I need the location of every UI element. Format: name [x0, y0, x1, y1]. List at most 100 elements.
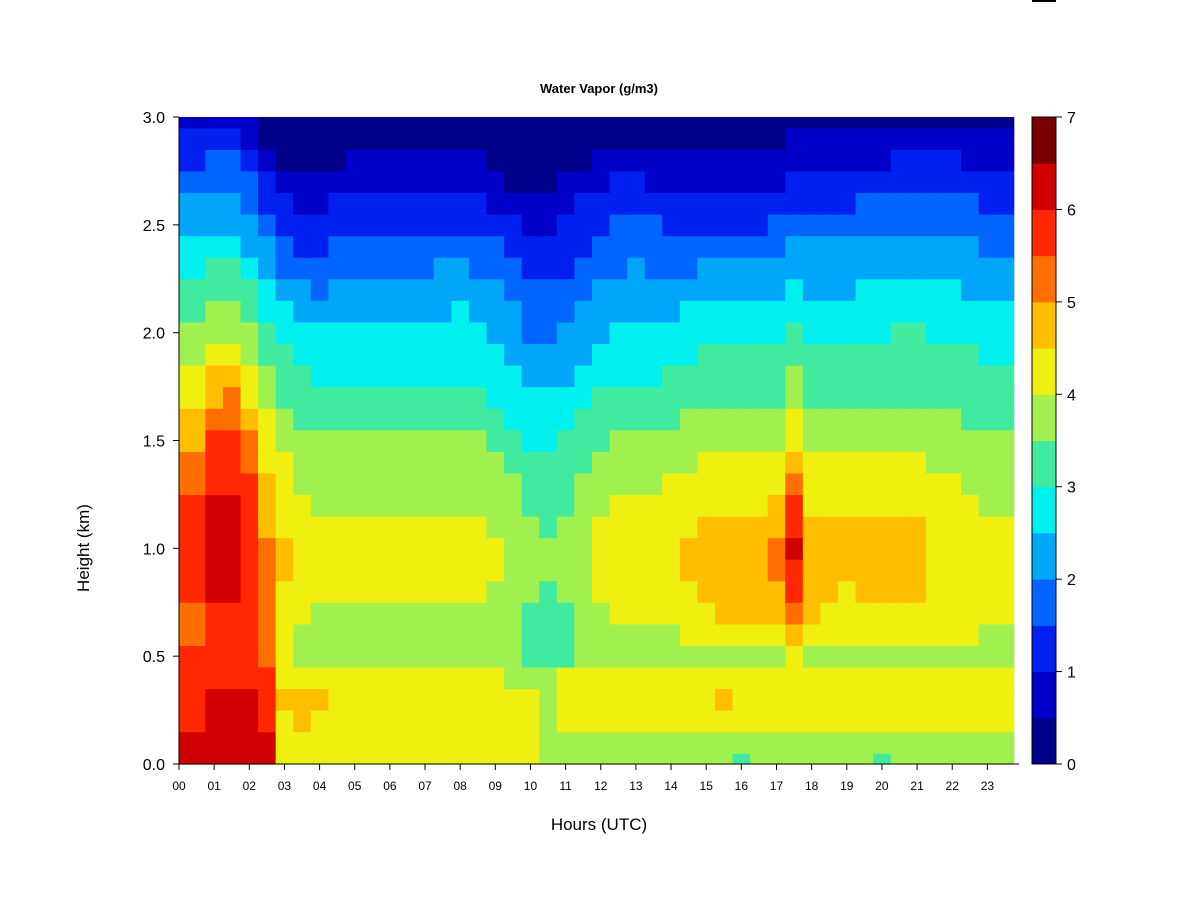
heatmap-cell [996, 472, 1015, 496]
heatmap-cell [275, 386, 294, 409]
heatmap-cell [591, 710, 611, 733]
heatmap-cell [205, 494, 224, 517]
heatmap-cell [504, 451, 523, 474]
heatmap-cell [205, 515, 224, 539]
heatmap-cell [363, 472, 382, 496]
heatmap-cell [978, 688, 997, 711]
heatmap-cell [838, 731, 857, 754]
heatmap-cell [591, 170, 611, 194]
heatmap-cell [627, 149, 646, 172]
heatmap-cell [574, 580, 593, 603]
heatmap-cell [310, 580, 329, 603]
heatmap-cell [750, 602, 769, 625]
heatmap-cell [345, 688, 365, 711]
heatmap-cell [398, 235, 417, 258]
heatmap-cell [644, 645, 663, 668]
colorbar-swatch [1032, 255, 1056, 303]
heatmap-cell [978, 117, 997, 129]
heatmap-cell [486, 127, 505, 150]
heatmap-cell [785, 710, 804, 733]
heatmap-cell [574, 149, 593, 172]
heatmap-cell [785, 537, 804, 560]
heatmap-cell [539, 365, 558, 388]
heatmap-cell [714, 278, 734, 301]
heatmap-cell [943, 117, 962, 129]
heatmap-cell [433, 343, 452, 366]
heatmap-cell [240, 321, 259, 345]
heatmap-cell [574, 408, 593, 431]
heatmap-cell [363, 117, 382, 129]
heatmap-cell [978, 149, 997, 172]
x-tick-label: 18 [805, 779, 819, 793]
heatmap-cell [908, 117, 927, 129]
heatmap-cell [767, 451, 786, 474]
heatmap-cell [258, 666, 277, 690]
heatmap-cell [662, 300, 681, 323]
heatmap-cell [873, 365, 892, 388]
heatmap-cell [627, 731, 646, 754]
heatmap-cell [644, 494, 663, 517]
heatmap-cell [996, 753, 1015, 765]
heatmap-cell [486, 472, 505, 496]
heatmap-cell [609, 710, 628, 733]
heatmap-cell [802, 429, 822, 452]
heatmap-cell [785, 472, 804, 496]
heatmap-cell [275, 580, 294, 603]
heatmap-cell [187, 559, 206, 582]
heatmap-cell [627, 645, 646, 668]
y-tick-label: 0.0 [143, 757, 165, 774]
heatmap-cell [205, 117, 224, 129]
heatmap-cell [644, 580, 663, 603]
heatmap-cell [767, 408, 786, 431]
heatmap-cell [451, 666, 470, 690]
heatmap-cell [627, 494, 646, 517]
heatmap-cell [416, 321, 435, 345]
heatmap-cell [767, 192, 786, 215]
heatmap-cell [925, 386, 945, 409]
heatmap-cell [925, 645, 945, 668]
heatmap-cell [328, 278, 347, 301]
heatmap-cell [996, 602, 1015, 625]
heatmap-cell [486, 559, 505, 582]
heatmap-cell [556, 343, 575, 366]
heatmap-cell [820, 666, 839, 690]
heatmap-cell [187, 623, 206, 646]
heatmap-cell [785, 645, 804, 668]
heatmap-cell [855, 623, 874, 646]
heatmap-cell [310, 386, 329, 409]
heatmap-cell [908, 688, 927, 711]
heatmap-cell [574, 472, 593, 496]
heatmap-cell [802, 214, 822, 237]
heatmap-cell [222, 451, 242, 474]
heatmap-cell [943, 235, 962, 258]
heatmap-cell [908, 515, 927, 539]
heatmap-cell [855, 645, 874, 668]
heatmap-cell [925, 451, 945, 474]
heatmap-cell [820, 472, 839, 496]
heatmap-cell [591, 192, 611, 215]
heatmap-cell [179, 300, 189, 323]
heatmap-cell [258, 731, 277, 754]
colorbar-frame [1031, 116, 1057, 765]
heatmap-cell [381, 645, 400, 668]
heatmap-cell [275, 602, 294, 625]
heatmap-cell [679, 580, 699, 603]
heatmap-cell [416, 300, 435, 323]
heatmap-cell [714, 149, 734, 172]
heatmap-cell [750, 666, 769, 690]
heatmap-cell [179, 127, 189, 150]
heatmap-cell [381, 343, 400, 366]
heatmap-cell [363, 494, 382, 517]
heatmap-cell [381, 731, 400, 754]
heatmap-cell [820, 753, 839, 765]
heatmap-cell [855, 451, 874, 474]
heatmap-cell [714, 645, 734, 668]
heatmap-cell [908, 214, 927, 237]
heatmap-cell [258, 753, 277, 765]
heatmap-cell [943, 365, 962, 388]
heatmap-cell [240, 429, 259, 452]
heatmap-cell [328, 451, 347, 474]
heatmap-cell [468, 451, 488, 474]
heatmap-cell [486, 623, 505, 646]
heatmap-cell [556, 278, 575, 301]
